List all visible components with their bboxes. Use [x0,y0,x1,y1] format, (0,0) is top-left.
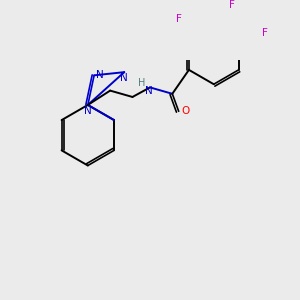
Text: N: N [96,70,104,80]
Text: N: N [145,86,152,96]
Text: F: F [262,28,268,38]
Text: N: N [120,73,128,83]
Text: F: F [229,0,235,10]
Text: N: N [84,106,92,116]
Text: F: F [176,14,182,24]
Text: O: O [181,106,189,116]
Text: H: H [138,78,146,88]
